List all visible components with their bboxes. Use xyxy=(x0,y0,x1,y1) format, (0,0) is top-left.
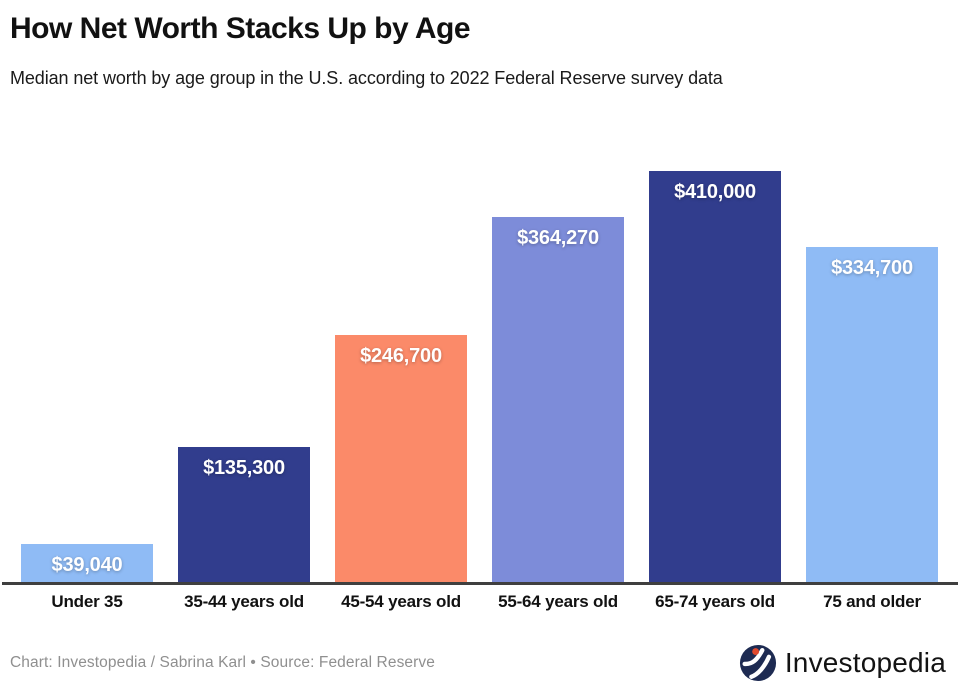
bar-45-54-years-old: $246,700 xyxy=(335,335,467,583)
logo-mark-lower xyxy=(748,654,771,679)
value-label: $135,300 xyxy=(203,457,285,479)
value-label: $410,000 xyxy=(674,181,756,203)
chart-subtitle: Median net worth by age group in the U.S… xyxy=(10,68,723,88)
chart-title: How Net Worth Stacks Up by Age xyxy=(10,12,471,45)
value-label: $334,700 xyxy=(831,257,913,279)
bar-65-74-years-old: $410,000 xyxy=(649,171,781,583)
logo-mark-upper xyxy=(742,647,765,667)
logo-circle xyxy=(739,644,776,682)
category-labels: Under 35 35-44 years old 45-54 years old 55… xyxy=(21,592,938,612)
bar-75-and-older: $334,700 xyxy=(806,247,938,583)
value-label: $39,040 xyxy=(51,554,123,576)
category-label-65-74-years-old: 65-74 years old xyxy=(655,592,775,611)
bar-55-64-years-old: $364,270 xyxy=(492,217,624,583)
bar-chart: $39,040 $135,300 $246,700 $364,270 $410,000 $… xyxy=(21,171,938,583)
footer: Chart: Investopedia / Sabrina Karl • Sou… xyxy=(10,640,946,686)
category-label-55-64-years-old: 55-64 years old xyxy=(498,592,618,611)
category-label-under-35: Under 35 xyxy=(51,592,123,611)
x-axis-line xyxy=(2,582,958,585)
value-label: $246,700 xyxy=(360,345,442,367)
category-label-45-54-years-old: 45-54 years old xyxy=(341,592,461,611)
investopedia-logo-icon xyxy=(739,644,776,682)
brand-logo: Investopedia xyxy=(739,644,946,682)
credit-line: Chart: Investopedia / Sabrina Karl • Sou… xyxy=(10,654,435,671)
category-label-75-and-older: 75 and older xyxy=(823,592,921,611)
logo-dot xyxy=(752,648,759,656)
brand-name: Investopedia xyxy=(784,647,946,678)
category-label-35-44-years-old: 35-44 years old xyxy=(184,592,304,611)
bar-35-44-years-old: $135,300 xyxy=(178,447,310,583)
value-label: $364,270 xyxy=(517,227,599,249)
bar-under-35: $39,040 xyxy=(21,544,153,583)
